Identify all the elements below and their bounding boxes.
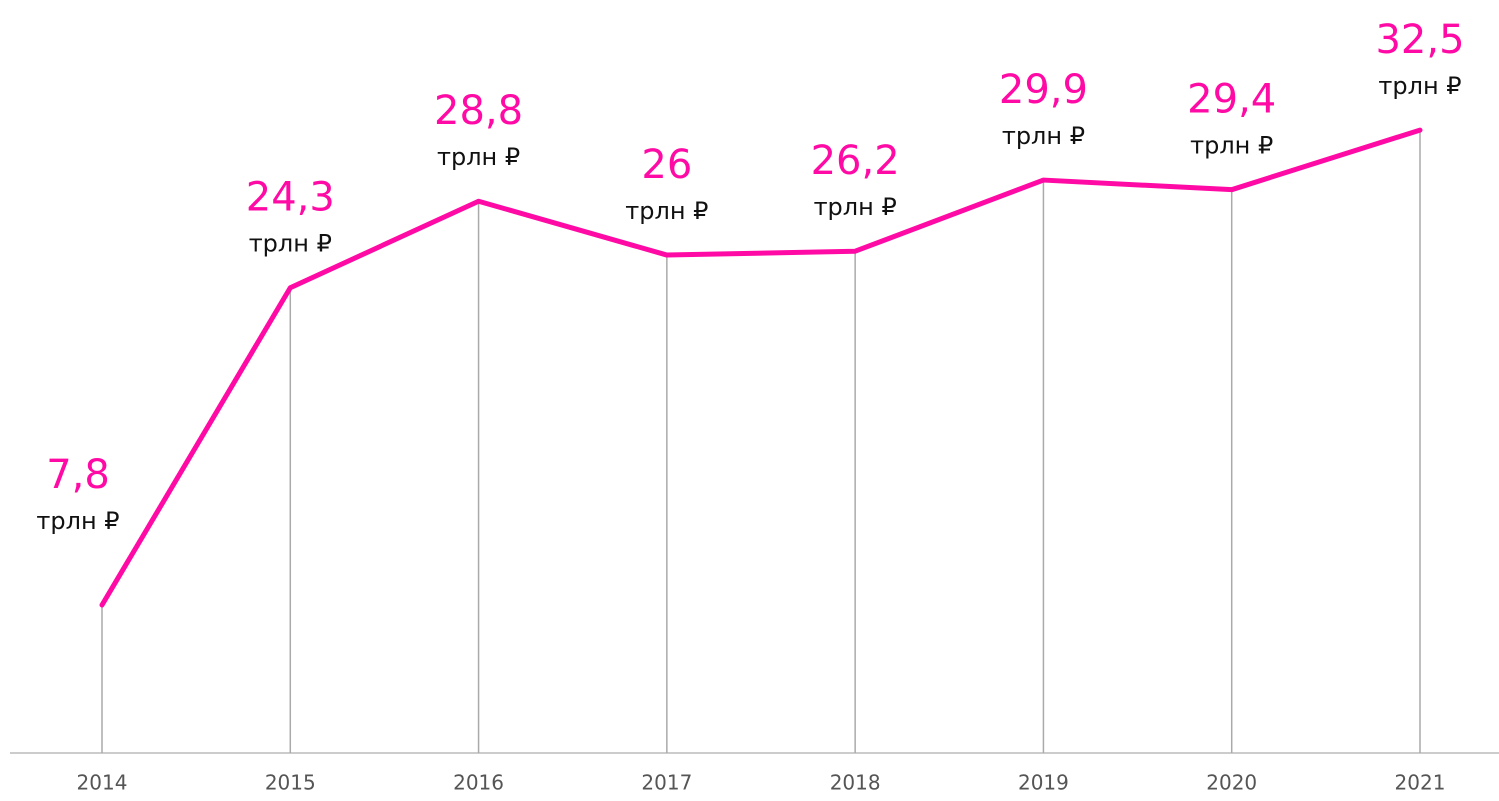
- x-tick-label: 2020: [1206, 771, 1257, 795]
- x-tick-label: 2017: [641, 771, 692, 795]
- unit-label: трлн ₽: [249, 230, 332, 258]
- x-tick-label: 2015: [265, 771, 316, 795]
- x-tick-label: 2014: [77, 771, 128, 795]
- x-tick-label: 2019: [1018, 771, 1069, 795]
- value-label: 32,5: [1375, 17, 1464, 63]
- unit-label: трлн ₽: [36, 507, 119, 535]
- unit-label: трлн ₽: [1190, 132, 1273, 160]
- x-tick-label: 2018: [830, 771, 881, 795]
- line: [99, 127, 1423, 608]
- value-label: 29,4: [1187, 77, 1276, 123]
- value-label: 7,8: [46, 452, 110, 498]
- value-label: 28,8: [434, 88, 523, 134]
- x-tick-label: 2016: [453, 771, 504, 795]
- unit-label: трлн ₽: [437, 143, 520, 171]
- value-label: 26,2: [811, 138, 900, 184]
- value-label: 26: [641, 142, 692, 188]
- unit-label: трлн ₽: [814, 193, 897, 221]
- unit-label: трлн ₽: [1378, 72, 1461, 100]
- x-tick-label: 2021: [1395, 771, 1446, 795]
- value-label: 24,3: [246, 175, 335, 221]
- value-label: 29,9: [999, 67, 1088, 113]
- unit-label: трлн ₽: [1002, 122, 1085, 150]
- unit-label: трлн ₽: [625, 197, 708, 225]
